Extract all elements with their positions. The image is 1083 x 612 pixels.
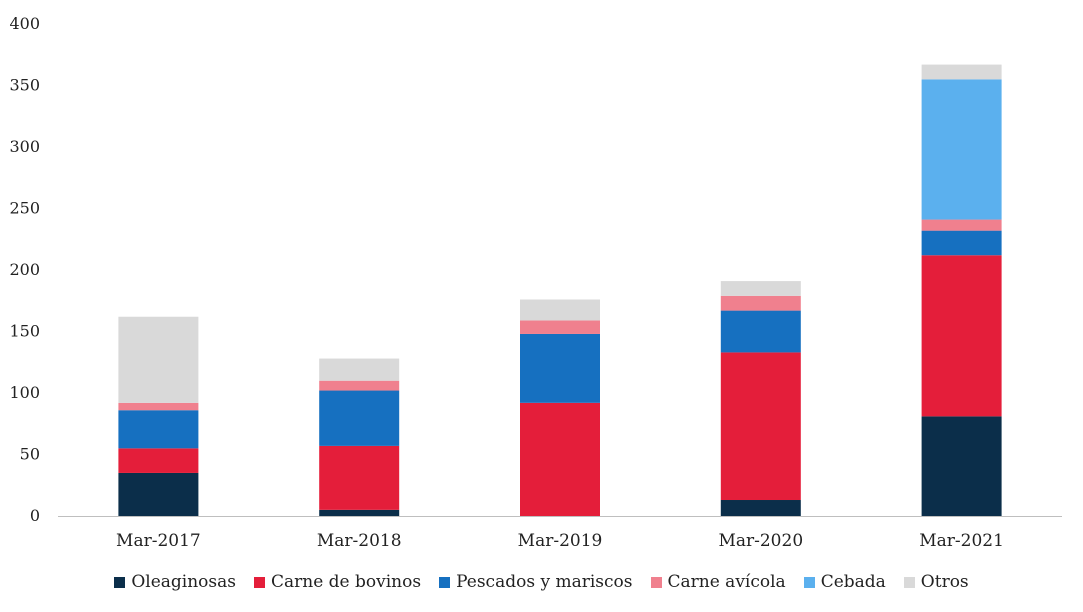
legend-item: Carne de bovinos: [253, 572, 422, 592]
legend-swatch: [650, 576, 662, 588]
x-category-label: Mar-2017: [116, 531, 201, 551]
legend-label: Pescados y mariscos: [456, 572, 633, 592]
legend-swatch: [114, 576, 126, 588]
bar-segment-carne-av-cola-mar-2017: [118, 402, 199, 411]
x-axis-category-labels: Mar-2017 Mar-2018 Mar-2019 Mar-2020 Mar-2021: [116, 531, 1004, 551]
bar-segment-pescados-y-mariscos-mar-2020: [720, 310, 801, 353]
chart-legend: Oleaginosas Carne de bovinos Pescados y ma…: [0, 567, 1083, 597]
bar-segment-pescados-y-mariscos-mar-2021: [921, 230, 1002, 256]
legend-item: Pescados y mariscos: [439, 572, 633, 592]
bar-segment-otros-mar-2021: [921, 64, 1002, 80]
bar-segment-pescados-y-mariscos-mar-2018: [319, 390, 400, 446]
y-axis-tick-labels: 0 50 100 150 200 250 300 350 400: [9, 14, 40, 525]
y-tick-label: 200: [9, 260, 40, 279]
legend-label: Carne avícola: [667, 572, 786, 592]
bar-segment-carne-de-bovinos-mar-2019: [520, 402, 600, 516]
bar-segment-oleaginosas-mar-2021: [921, 416, 1002, 516]
legend-swatch: [803, 576, 815, 588]
bar-segment-oleaginosas-mar-2020: [720, 500, 801, 516]
bar-segment-otros-mar-2020: [720, 281, 801, 296]
legend-label: Carne de bovinos: [270, 572, 422, 592]
bar-segment-carne-de-bovinos-mar-2018: [319, 445, 400, 510]
bar-segment-oleaginosas-mar-2017: [118, 472, 199, 516]
bar-segment-cebada-mar-2021: [921, 79, 1002, 220]
legend-label: Oleaginosas: [131, 572, 236, 592]
y-tick-label: 350: [9, 76, 40, 95]
y-tick-label: 250: [9, 199, 40, 218]
legend-label: Otros: [920, 572, 969, 592]
x-category-label: Mar-2021: [919, 531, 1004, 551]
legend-item: Cebada: [803, 572, 886, 592]
bar-segment-carne-av-cola-mar-2020: [720, 295, 801, 311]
bar-segments: [118, 64, 1002, 516]
bar-segment-carne-av-cola-mar-2021: [921, 219, 1002, 231]
bar-segment-oleaginosas-mar-2018: [319, 509, 400, 516]
x-category-label: Mar-2019: [518, 531, 603, 551]
legend-item: Otros: [903, 572, 969, 592]
bar-segment-otros-mar-2018: [319, 358, 400, 381]
bar-segment-carne-av-cola-mar-2018: [319, 380, 400, 391]
x-category-label: Mar-2018: [317, 531, 402, 551]
bar-segment-otros-mar-2017: [118, 316, 199, 403]
bar-segment-pescados-y-mariscos-mar-2019: [520, 333, 600, 403]
y-tick-label: 100: [9, 383, 40, 402]
y-tick-label: 150: [9, 322, 40, 341]
y-tick-label: 50: [20, 445, 40, 464]
y-tick-label: 400: [9, 14, 40, 33]
bar-segment-carne-de-bovinos-mar-2020: [720, 352, 801, 501]
legend-swatch: [253, 576, 265, 588]
y-tick-label: 0: [30, 506, 40, 525]
bar-segment-carne-de-bovinos-mar-2017: [118, 448, 199, 473]
legend-swatch: [903, 576, 915, 588]
bar-segment-pescados-y-mariscos-mar-2017: [118, 410, 199, 449]
x-category-label: Mar-2020: [718, 531, 803, 551]
bar-segment-otros-mar-2019: [520, 299, 600, 321]
bar-segment-carne-de-bovinos-mar-2021: [921, 255, 1002, 417]
legend-item: Carne avícola: [650, 572, 786, 592]
y-tick-label: 300: [9, 137, 40, 156]
legend-item: Oleaginosas: [114, 572, 236, 592]
legend-swatch: [439, 576, 451, 588]
bar-segment-carne-av-cola-mar-2019: [520, 320, 600, 334]
legend-label: Cebada: [820, 572, 886, 592]
